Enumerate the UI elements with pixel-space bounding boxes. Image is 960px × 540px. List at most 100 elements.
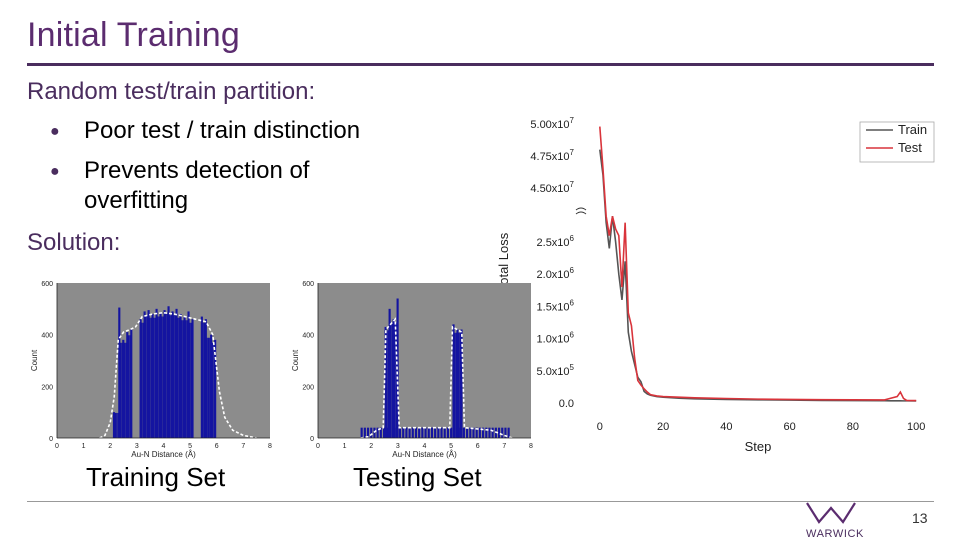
histogram-bar — [149, 317, 151, 438]
histogram-bar — [427, 427, 430, 438]
histogram-bar — [402, 427, 405, 438]
y-tick-label: 200 — [302, 384, 314, 391]
density-curve — [99, 311, 257, 439]
y-tick-label: 0 — [49, 436, 53, 443]
x-tick-label: 7 — [502, 443, 506, 450]
histogram-bar — [507, 427, 510, 438]
histogram-bar — [167, 306, 170, 438]
histogram-bar — [440, 427, 443, 438]
histogram-bar — [209, 337, 212, 438]
histogram-bar — [443, 427, 446, 438]
histogram-bar — [455, 332, 458, 438]
bullet-icon: ● — [50, 163, 60, 180]
histogram-bar — [112, 412, 116, 438]
histogram-bar — [158, 316, 161, 438]
x-tick-label: 3 — [396, 443, 400, 450]
histogram-bar — [153, 317, 155, 438]
x-tick-label: 0 — [597, 421, 603, 433]
histogram-bar — [191, 319, 194, 438]
histogram-bar — [182, 320, 185, 438]
footer-divider — [27, 501, 934, 502]
histogram-bar — [376, 427, 379, 438]
histogram-bar — [390, 322, 392, 438]
histogram-bar — [408, 427, 411, 438]
x-tick-label: 40 — [720, 421, 732, 433]
histogram-bar — [213, 342, 215, 438]
histogram-bar — [117, 412, 120, 438]
histogram-bar — [214, 339, 217, 438]
x-tick-label: 4 — [423, 443, 427, 450]
histogram-bar — [166, 313, 169, 438]
x-tick-label: 100 — [907, 421, 925, 433]
histogram-bar — [207, 337, 210, 438]
histogram-bar — [424, 427, 427, 438]
x-tick-label: 3 — [135, 443, 139, 450]
histogram-bar — [181, 320, 183, 438]
histogram-bar — [454, 332, 456, 438]
train-series-line — [599, 149, 917, 402]
histogram-bar — [178, 317, 181, 438]
histogram-bar — [127, 335, 130, 438]
histogram-bar — [122, 339, 125, 438]
histogram-bar — [165, 313, 167, 438]
histogram-bar — [485, 427, 488, 438]
histogram-bar — [478, 427, 481, 438]
histogram-bar — [163, 310, 166, 438]
histogram-bar — [501, 427, 504, 438]
histogram-bar — [203, 322, 206, 438]
slide-title: Initial Training — [27, 16, 240, 54]
histogram-bar — [118, 307, 121, 438]
histogram-bar — [458, 332, 460, 438]
histogram-bar — [175, 308, 178, 438]
histogram-bar — [437, 427, 440, 438]
histogram-bar — [142, 322, 145, 438]
histogram-bar — [388, 308, 391, 438]
x-axis-label: Au-N Distance (Å) — [392, 450, 457, 459]
histogram-bar — [161, 316, 163, 438]
histogram-bar — [174, 315, 177, 438]
test-series-line — [599, 126, 917, 402]
y-axis-label: Total Loss — [496, 232, 511, 291]
warwick-logo: WARWICK — [806, 502, 863, 540]
y-tick-label: 5.0x105 — [537, 363, 575, 378]
histogram-bar — [466, 427, 469, 438]
histogram-bar — [169, 315, 171, 438]
histogram-bar — [155, 308, 158, 438]
histogram-bar — [459, 332, 462, 438]
plot-area — [318, 283, 531, 438]
histogram-bar — [126, 332, 129, 438]
histogram-bar — [360, 427, 363, 438]
bullet-1: Poor test / train distinction — [84, 117, 361, 144]
histogram-bar — [159, 312, 162, 438]
histogram-bar — [150, 317, 153, 438]
bullet-2: Prevents detection of — [84, 157, 310, 184]
histogram-bar — [210, 334, 213, 438]
histogram-bar — [187, 311, 190, 438]
training-set-caption: Training Set — [86, 462, 226, 492]
histogram-bar — [405, 427, 408, 438]
histogram-bar — [462, 427, 465, 438]
histogram-bar — [189, 322, 191, 438]
histogram-bar — [211, 342, 214, 438]
title-underline — [27, 63, 934, 66]
histogram-bar — [434, 427, 437, 438]
axis-break-icon — [575, 207, 587, 215]
y-tick-label: 2.5x106 — [537, 234, 575, 249]
histogram-bar — [206, 337, 208, 438]
loss-chart: 4.50x107 4.75x107 5.00x107 0.0 5.0x105 1.0x10… — [496, 116, 935, 454]
partition-heading: Random test/train partition: — [27, 78, 316, 105]
x-tick-label: 0 — [316, 443, 320, 450]
histogram-bar — [204, 319, 207, 438]
y-tick-label: 1.0x106 — [537, 331, 575, 346]
histogram-bar — [123, 342, 126, 438]
histogram-bar — [143, 311, 146, 438]
x-axis-label: Au-N Distance (Å) — [131, 450, 196, 459]
histogram-bar — [387, 330, 390, 438]
histogram-bar — [170, 315, 173, 438]
y-tick-label: 2.0x106 — [537, 266, 575, 281]
histogram-bar — [129, 335, 131, 438]
histogram-bar — [171, 311, 174, 438]
y-tick-label: 0 — [310, 436, 314, 443]
legend-label: Train — [898, 122, 927, 137]
histogram-bar — [130, 329, 133, 438]
